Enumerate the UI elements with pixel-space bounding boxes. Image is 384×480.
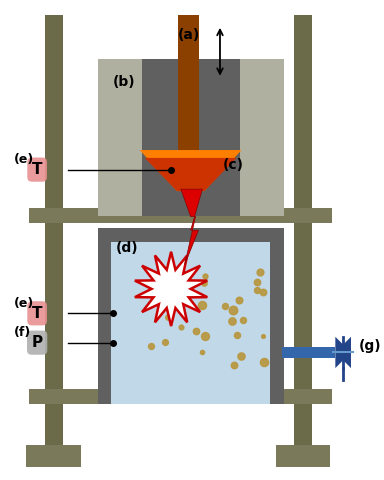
FancyBboxPatch shape — [294, 15, 312, 465]
Text: (e): (e) — [14, 153, 34, 167]
FancyBboxPatch shape — [276, 445, 331, 467]
Polygon shape — [145, 158, 237, 191]
Polygon shape — [335, 337, 351, 368]
Text: T: T — [32, 162, 42, 177]
Polygon shape — [135, 252, 207, 326]
FancyBboxPatch shape — [98, 59, 283, 216]
Polygon shape — [181, 189, 202, 264]
Text: P: P — [31, 335, 43, 350]
Text: T: T — [32, 306, 42, 321]
FancyBboxPatch shape — [111, 242, 270, 404]
FancyBboxPatch shape — [178, 15, 199, 157]
Text: (d): (d) — [115, 241, 138, 255]
Text: (b): (b) — [113, 74, 135, 89]
Text: (e): (e) — [14, 297, 34, 310]
FancyBboxPatch shape — [142, 59, 240, 216]
FancyBboxPatch shape — [240, 132, 283, 216]
FancyBboxPatch shape — [98, 228, 283, 404]
Polygon shape — [140, 150, 242, 191]
Polygon shape — [335, 337, 351, 368]
FancyBboxPatch shape — [26, 445, 81, 467]
Text: (g): (g) — [359, 338, 381, 353]
FancyBboxPatch shape — [281, 347, 335, 358]
Text: (c): (c) — [223, 158, 244, 172]
Text: (a): (a) — [177, 28, 200, 42]
FancyBboxPatch shape — [98, 132, 142, 216]
Text: (f): (f) — [14, 326, 31, 339]
FancyBboxPatch shape — [29, 208, 333, 223]
FancyBboxPatch shape — [29, 389, 333, 404]
FancyBboxPatch shape — [45, 15, 63, 465]
